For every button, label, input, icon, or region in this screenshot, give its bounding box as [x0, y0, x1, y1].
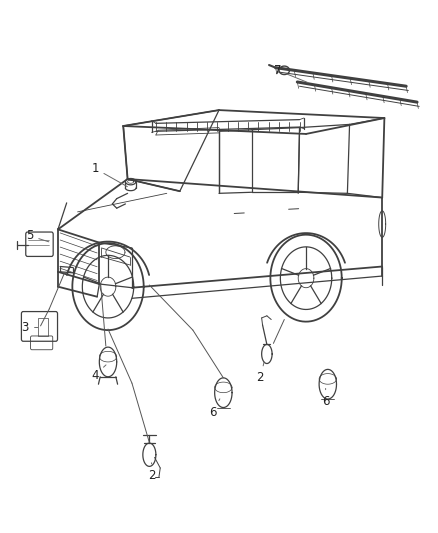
Text: 5: 5: [26, 229, 49, 242]
Text: 6: 6: [209, 399, 220, 419]
Text: 4: 4: [91, 365, 106, 382]
Text: 7: 7: [274, 64, 308, 83]
Text: 2: 2: [148, 463, 155, 482]
Text: 6: 6: [322, 389, 329, 408]
Text: 2: 2: [257, 362, 264, 384]
Text: 3: 3: [21, 321, 38, 334]
Text: 1: 1: [91, 162, 127, 187]
